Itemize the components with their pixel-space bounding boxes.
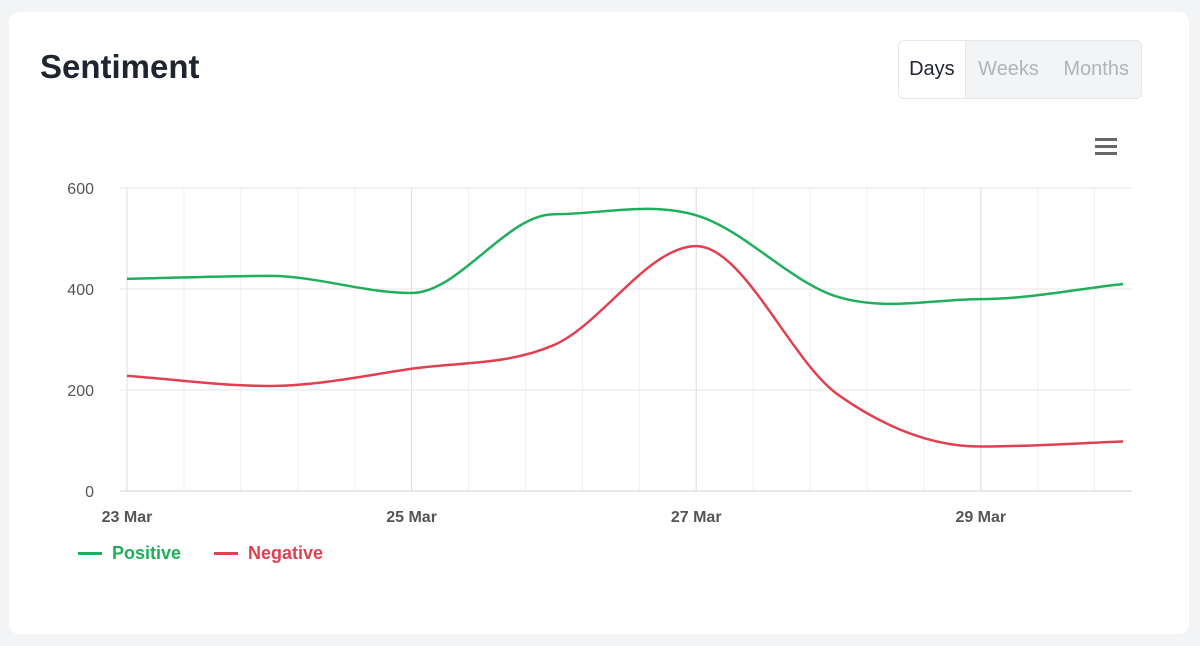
toggle-weeks[interactable]: Weeks — [978, 58, 1039, 80]
x-tick-label: 27 Mar — [671, 509, 722, 526]
y-tick-label: 400 — [67, 282, 94, 299]
legend-label-positive: Positive — [112, 543, 182, 563]
y-tick-label: 0 — [85, 484, 94, 501]
legend-label-negative: Negative — [248, 543, 324, 563]
period-toggle: Days Weeks Months — [898, 40, 1142, 99]
page-title: Sentiment — [40, 48, 200, 85]
sentiment-card — [9, 12, 1189, 634]
x-tick-label: 29 Mar — [955, 509, 1006, 526]
series-line-positive — [126, 207, 1124, 306]
legend-negative[interactable]: Negative — [214, 543, 323, 564]
toggle-days[interactable]: Days — [899, 41, 966, 98]
y-tick-label: 600 — [67, 181, 94, 198]
x-tick-label: 25 Mar — [386, 509, 437, 526]
x-tick-label: 23 Mar — [102, 509, 153, 526]
legend-positive[interactable]: Positive — [78, 543, 181, 564]
series-line-negative — [126, 244, 1124, 448]
hamburger-menu-icon[interactable] — [1095, 138, 1117, 159]
toggle-months[interactable]: Months — [1063, 58, 1129, 80]
y-tick-label: 200 — [67, 383, 94, 400]
